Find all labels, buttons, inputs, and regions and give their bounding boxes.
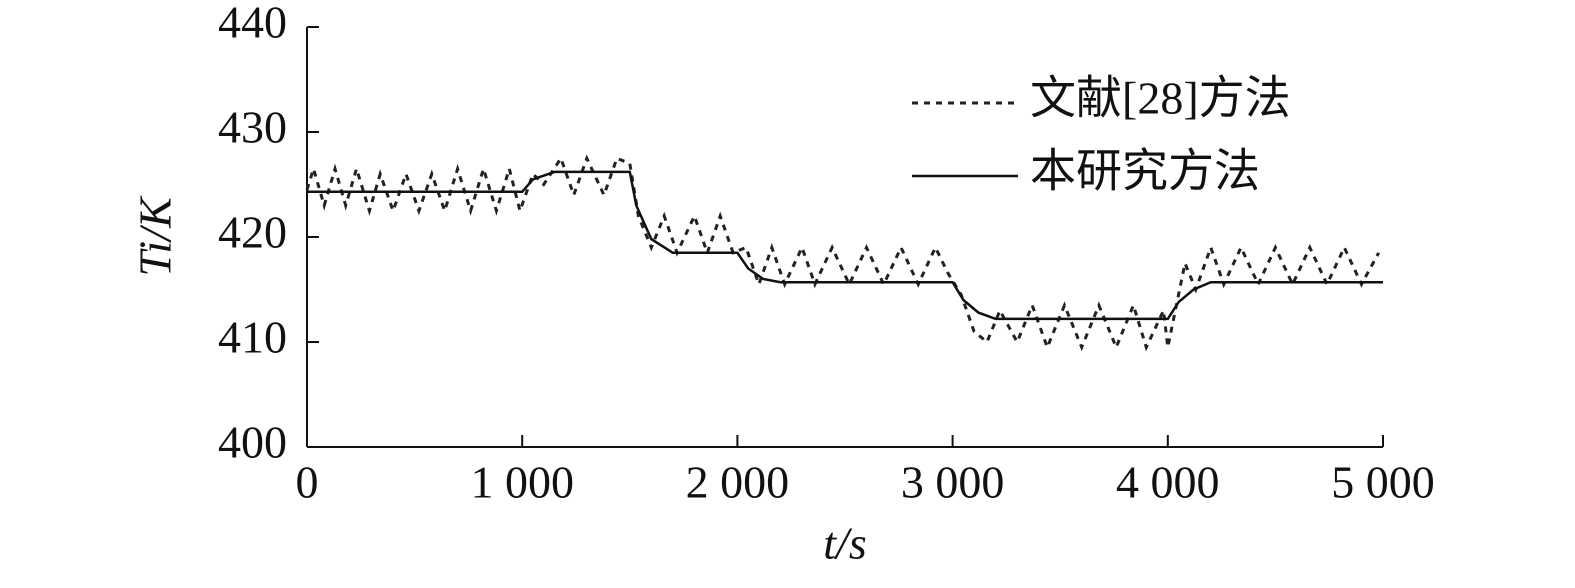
x-tick-label: 0 [296, 457, 319, 508]
legend-label: 本研究方法 [1030, 146, 1260, 197]
y-axis-label: Ti/K [130, 195, 181, 277]
legend-label: 文献[28]方法 [1030, 73, 1291, 124]
y-tick-label: 430 [218, 102, 287, 153]
y-tick-label: 420 [218, 207, 287, 258]
y-tick-label: 440 [218, 0, 287, 48]
series-line [307, 170, 1383, 321]
x-tick-label: 2 000 [686, 457, 790, 508]
series-line [305, 154, 1381, 352]
y-tick-label: 400 [218, 417, 287, 468]
x-tick-label: 1 000 [470, 457, 574, 508]
x-tick-label: 5 000 [1331, 457, 1435, 508]
x-tick-label: 4 000 [1116, 457, 1220, 508]
x-tick-label: 3 000 [901, 457, 1005, 508]
y-tick-label: 410 [218, 312, 287, 363]
x-axis-label: t/s [823, 518, 866, 569]
